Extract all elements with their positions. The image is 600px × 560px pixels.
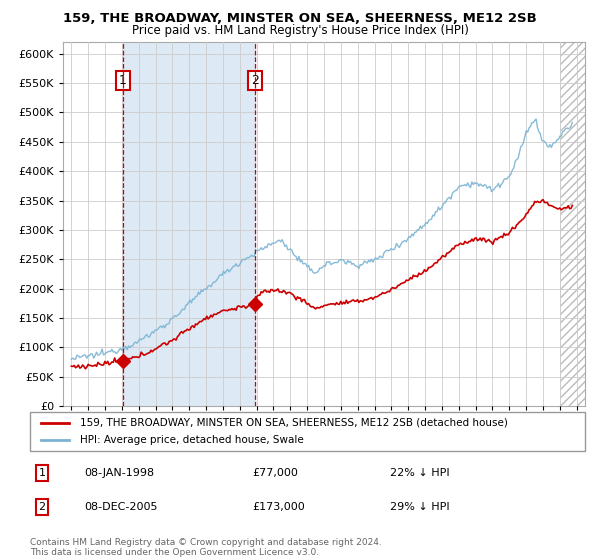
Text: 1: 1 — [119, 74, 127, 87]
Text: 2: 2 — [38, 502, 46, 512]
Text: £173,000: £173,000 — [252, 502, 305, 512]
Text: 2: 2 — [251, 74, 259, 87]
Text: 08-JAN-1998: 08-JAN-1998 — [84, 468, 154, 478]
Text: 08-DEC-2005: 08-DEC-2005 — [84, 502, 157, 512]
Text: HPI: Average price, detached house, Swale: HPI: Average price, detached house, Swal… — [80, 435, 304, 445]
Text: Contains HM Land Registry data © Crown copyright and database right 2024.
This d: Contains HM Land Registry data © Crown c… — [30, 538, 382, 557]
Text: 22% ↓ HPI: 22% ↓ HPI — [390, 468, 449, 478]
Bar — [560, 42, 585, 406]
Text: Price paid vs. HM Land Registry's House Price Index (HPI): Price paid vs. HM Land Registry's House … — [131, 24, 469, 37]
Text: £77,000: £77,000 — [252, 468, 298, 478]
FancyBboxPatch shape — [30, 412, 585, 451]
Text: 29% ↓ HPI: 29% ↓ HPI — [390, 502, 449, 512]
Text: 1: 1 — [38, 468, 46, 478]
Bar — [123, 42, 255, 406]
Text: 159, THE BROADWAY, MINSTER ON SEA, SHEERNESS, ME12 2SB: 159, THE BROADWAY, MINSTER ON SEA, SHEER… — [63, 12, 537, 25]
Bar — [560, 42, 585, 406]
Text: 159, THE BROADWAY, MINSTER ON SEA, SHEERNESS, ME12 2SB (detached house): 159, THE BROADWAY, MINSTER ON SEA, SHEER… — [80, 418, 508, 428]
